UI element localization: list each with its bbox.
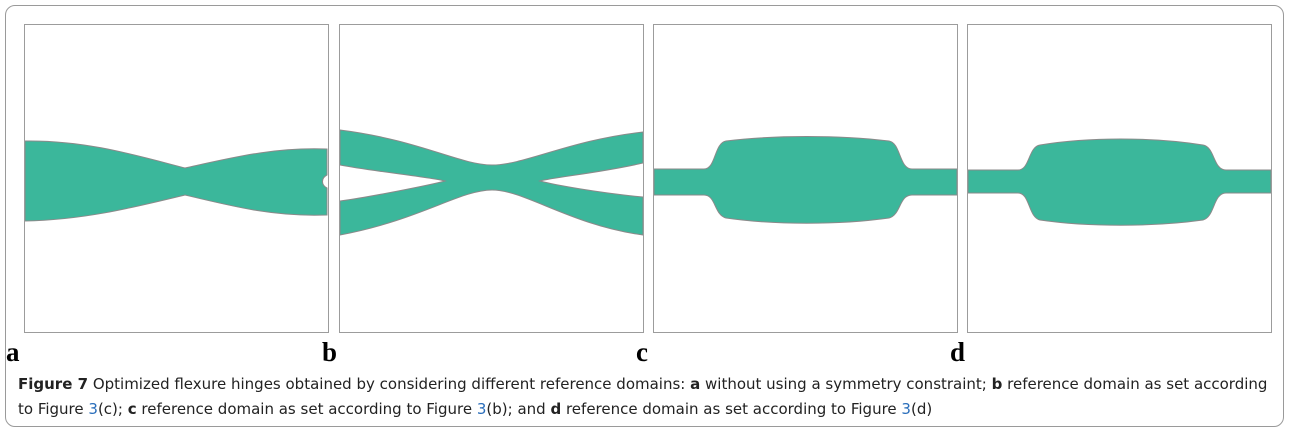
caption-text: (d) [911,400,932,418]
caption-text: a [690,375,700,393]
panel-image [967,24,1272,333]
caption-text: Figure 7 [18,375,88,393]
caption-text: without using a symmetry constraint; [700,375,991,393]
panel-label: d [950,337,965,368]
caption-text: b [992,375,1003,393]
figure-link[interactable]: 3 [88,400,98,418]
panel-image [24,24,329,333]
caption-text: Optimized flexure hinges obtained by con… [88,375,690,393]
figure-link[interactable]: 3 [477,400,487,418]
panel-image [339,24,644,333]
caption-text: (b); and [486,400,550,418]
panel-image [653,24,958,333]
page: a b c d Figure 7 Optimized flexure hinge… [0,0,1290,435]
caption-text: reference domain as set according to Fig… [561,400,901,418]
caption-text: d [550,400,561,418]
panel-label: b [322,337,337,368]
figure-caption: Figure 7 Optimized flexure hinges obtain… [18,372,1280,422]
figure-link[interactable]: 3 [901,400,911,418]
caption-text: c [128,400,137,418]
panel-label: a [6,337,20,368]
panel-label: c [636,337,648,368]
caption-text: (c); [98,400,128,418]
caption-text: reference domain as set according to Fig… [137,400,477,418]
